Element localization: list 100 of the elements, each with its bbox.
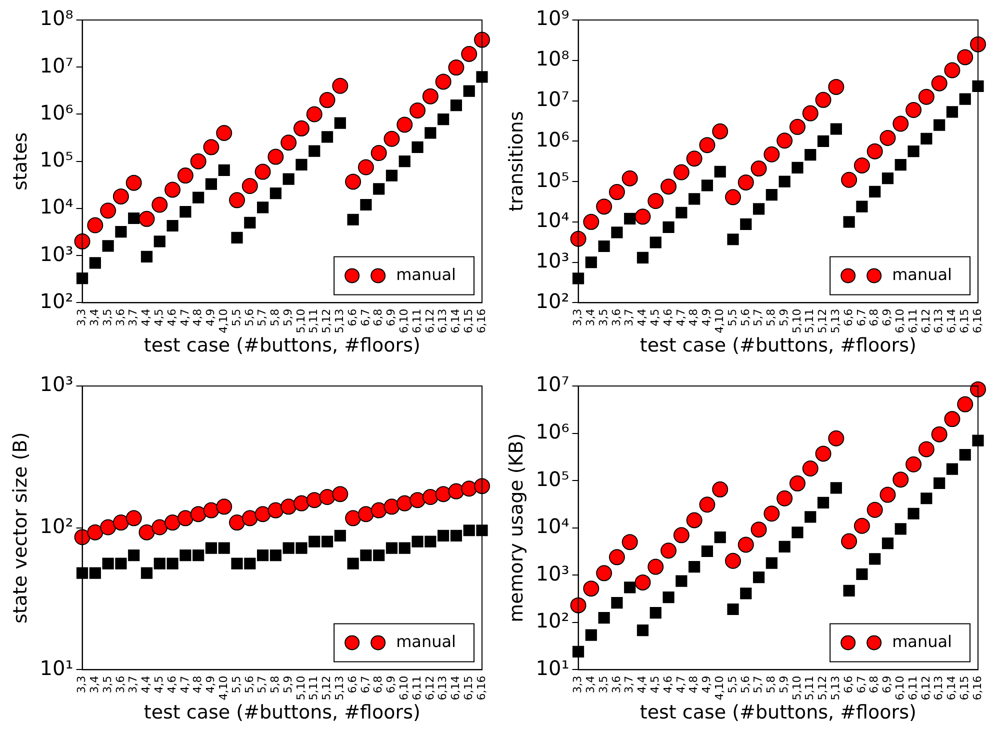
point <box>686 512 702 528</box>
point <box>815 92 832 108</box>
point <box>474 32 490 48</box>
x-tick-label: 4,7 <box>674 308 688 326</box>
point <box>205 542 218 554</box>
point <box>410 492 426 508</box>
point <box>180 206 192 218</box>
point <box>270 187 282 200</box>
x-tick-label: 6,8 <box>372 308 385 326</box>
x-tick-label: 6,14 <box>449 676 462 700</box>
point <box>931 426 948 442</box>
y-tick-label: 10² <box>536 288 570 313</box>
point <box>699 137 716 154</box>
x-axis-title: test case (#buttons, #floors) <box>640 334 916 357</box>
point <box>856 568 868 580</box>
point <box>347 558 359 570</box>
x-tick-label: 6,9 <box>880 676 894 694</box>
x-tick-label: 3,5 <box>596 676 610 694</box>
point <box>815 446 832 462</box>
y-tick-label: 10⁷ <box>536 86 570 111</box>
x-tick-label: 6,12 <box>919 308 932 334</box>
x-tick-label: 4,5 <box>152 676 166 694</box>
point <box>205 178 218 190</box>
point <box>100 202 116 219</box>
point <box>894 158 906 171</box>
point <box>866 143 883 160</box>
x-axis-title: test case (#buttons, #floors) <box>640 702 916 724</box>
point <box>360 198 372 211</box>
point <box>778 176 790 188</box>
point <box>841 533 858 550</box>
x-tick-label: 5,10 <box>294 308 308 334</box>
point <box>102 240 114 252</box>
point <box>216 124 232 141</box>
x-tick-label: 3,3 <box>75 676 88 694</box>
point <box>398 156 410 168</box>
point <box>572 646 584 658</box>
point <box>332 486 348 502</box>
y-tick-label: 10⁹ <box>536 6 570 30</box>
x-tick-label: 5,12 <box>816 676 830 700</box>
x-tick-label: 5,8 <box>764 308 778 326</box>
point <box>701 545 714 558</box>
point <box>231 232 243 244</box>
point <box>764 506 780 522</box>
x-tick-label: 4,4 <box>140 308 153 326</box>
point <box>177 168 194 184</box>
point <box>76 567 88 579</box>
x-tick-label: 5,8 <box>268 676 282 694</box>
point <box>699 496 716 513</box>
x-tick-label: 6,13 <box>436 676 450 700</box>
x-tick-label: 5,12 <box>320 676 334 700</box>
point <box>583 214 600 230</box>
point <box>972 80 984 92</box>
point <box>738 174 754 190</box>
point <box>892 472 909 488</box>
x-tick-label: 6,6 <box>346 676 359 694</box>
point <box>115 558 127 570</box>
x-tick-label: 6,9 <box>384 676 398 694</box>
point <box>229 192 245 208</box>
point <box>373 550 385 562</box>
point <box>882 172 894 184</box>
point <box>74 233 90 250</box>
x-tick-label: 5,10 <box>294 676 308 700</box>
legend-label: manual <box>396 264 456 284</box>
x-tick-label: 6,13 <box>436 308 450 334</box>
x-tick-label: 6,14 <box>449 308 462 334</box>
x-tick-label: 6,7 <box>358 308 372 326</box>
point <box>424 127 436 139</box>
x-tick-label: 5,9 <box>281 676 294 694</box>
point <box>766 557 778 569</box>
y-tick-label: 10⁴ <box>536 514 570 538</box>
x-tick-label: 6,13 <box>932 676 946 700</box>
point <box>152 519 168 536</box>
point <box>959 93 971 105</box>
point <box>244 558 256 570</box>
point <box>244 216 256 228</box>
x-tick-label: 4,5 <box>648 308 662 326</box>
y-tick-label: 10⁶ <box>536 127 570 152</box>
x-tick-label: 4,10 <box>216 676 230 700</box>
point <box>448 483 464 500</box>
point <box>180 550 192 562</box>
x-tick-label: 4,8 <box>191 308 204 326</box>
y-tick-label: 10⁷ <box>536 372 570 396</box>
point <box>268 148 284 165</box>
point <box>934 119 946 131</box>
point <box>424 536 436 548</box>
x-tick-label: 3,6 <box>610 676 623 694</box>
point <box>804 148 816 161</box>
x-tick-label: 4,8 <box>191 676 204 694</box>
x-tick-label: 6,8 <box>868 308 881 326</box>
point <box>256 202 269 214</box>
y-tick-label: 10¹ <box>40 656 74 680</box>
x-tick-label: 5,6 <box>738 676 752 694</box>
point <box>396 116 413 133</box>
x-tick-label: 4,9 <box>700 308 714 326</box>
y-axis-title: states <box>9 132 32 190</box>
point <box>608 184 625 200</box>
x-axis-title: test case (#buttons, #floors) <box>144 334 420 357</box>
point <box>957 396 974 412</box>
point <box>112 514 129 531</box>
point <box>192 192 204 204</box>
